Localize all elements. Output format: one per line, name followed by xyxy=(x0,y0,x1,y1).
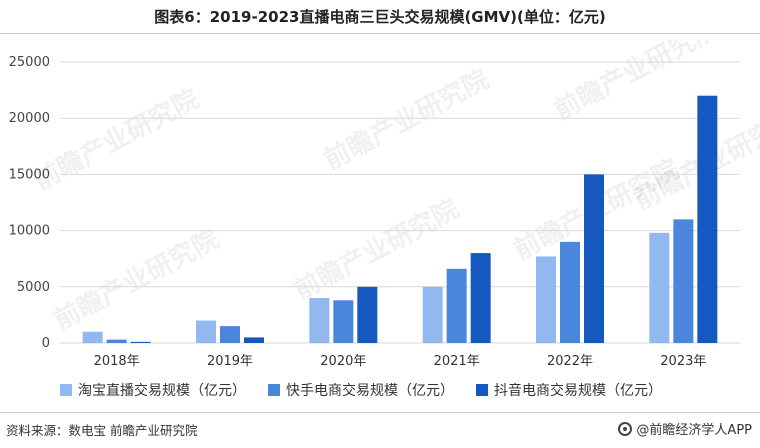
source-note: 资料来源：数电宝 前瞻产业研究院 xyxy=(6,423,198,438)
legend-item-kuaishou: 快手电商交易规模（亿元） xyxy=(268,380,454,400)
x-tick-label: 2018年 xyxy=(94,354,140,369)
x-tick-label: 2020年 xyxy=(320,354,366,369)
bar-douyin xyxy=(244,337,264,343)
y-tick-label: 25000 xyxy=(9,55,50,70)
bars xyxy=(82,95,718,343)
bar-taobao xyxy=(422,286,443,343)
bar-douyin xyxy=(130,341,151,343)
bar-kuaishou xyxy=(220,326,240,343)
brand-logo-icon xyxy=(618,421,633,436)
bar-taobao xyxy=(536,256,556,343)
bar-douyin xyxy=(357,286,378,343)
bar-kuaishou xyxy=(106,339,127,343)
legend-swatch-taobao xyxy=(60,384,72,396)
bar-taobao xyxy=(196,320,216,343)
y-tick-label: 10000 xyxy=(9,224,50,239)
bar-douyin xyxy=(584,174,604,343)
legend-label-douyin: 抖音电商交易规模（亿元） xyxy=(494,383,662,399)
x-tick-label: 2022年 xyxy=(547,354,593,369)
bar-douyin xyxy=(470,253,491,343)
legend-swatch-douyin xyxy=(476,384,488,396)
grid-lines xyxy=(60,61,740,344)
x-tick-label: 2021年 xyxy=(434,354,480,369)
x-axis-ticks: 2018年 2019年 2020年 2021年 2022年 2023年 xyxy=(94,354,707,369)
bar-kuaishou xyxy=(446,268,467,343)
bar-taobao xyxy=(649,232,670,343)
y-tick-label: 5000 xyxy=(17,280,50,295)
title-divider xyxy=(0,33,760,34)
legend: 淘宝直播交易规模（亿元） 快手电商交易规模（亿元） 抖音电商交易规模（亿元） xyxy=(60,380,740,400)
bar-kuaishou xyxy=(673,219,694,343)
x-tick-label: 2019年 xyxy=(207,354,253,369)
y-tick-label: 15000 xyxy=(9,167,50,182)
bar-taobao xyxy=(82,331,103,343)
x-tick-label: 2023年 xyxy=(660,354,706,369)
bar-douyin xyxy=(697,95,718,343)
y-tick-label: 20000 xyxy=(9,111,50,126)
legend-label-taobao: 淘宝直播交易规模（亿元） xyxy=(78,383,246,399)
y-axis-ticks: 0 5000 10000 15000 20000 25000 xyxy=(9,55,50,351)
legend-label-kuaishou: 快手电商交易规模（亿元） xyxy=(286,383,454,399)
chart-title: 图表6：2019-2023直播电商三巨头交易规模(GMV)(单位：亿元) xyxy=(154,8,606,26)
brand-text: @前瞻经济学人APP xyxy=(636,423,752,438)
legend-swatch-kuaishou xyxy=(268,384,280,396)
watermark-text: 前瞻产业研究院 xyxy=(319,63,494,176)
watermark-text: 前瞻产业研究院 xyxy=(29,83,204,196)
bar-kuaishou xyxy=(560,241,580,343)
legend-item-douyin: 抖音电商交易规模（亿元） xyxy=(476,380,662,400)
watermark-text: 前瞻产业研究院 xyxy=(629,103,760,216)
legend-item-taobao: 淘宝直播交易规模（亿元） xyxy=(60,380,246,400)
brand-credit: @前瞻经济学人APP xyxy=(618,419,752,438)
bar-kuaishou xyxy=(333,300,354,343)
footer-divider xyxy=(0,412,760,413)
bar-taobao xyxy=(309,298,330,343)
y-tick-label: 0 xyxy=(42,336,50,351)
watermark-text: 前瞻产业研究院 xyxy=(49,223,224,336)
